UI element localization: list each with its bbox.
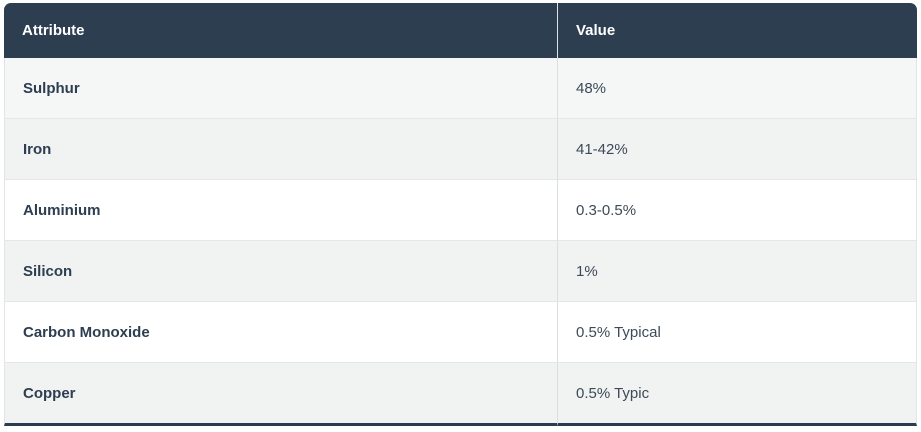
column-header-attribute: Attribute	[4, 3, 557, 58]
attribute-value-table-container: Attribute Value Sulphur 48% Iron 41-42% …	[4, 3, 917, 426]
table-row: Aluminium 0.3-0.5%	[4, 180, 917, 241]
value-cell: 48%	[557, 58, 917, 119]
attribute-cell: Aluminium	[4, 180, 557, 241]
header-row: Attribute Value	[4, 3, 917, 58]
value-cell: 0.5% Typic	[557, 363, 917, 426]
table-row: Carbon Monoxide 0.5% Typical	[4, 302, 917, 363]
attribute-value-table: Attribute Value Sulphur 48% Iron 41-42% …	[4, 3, 917, 426]
value-cell: 0.3-0.5%	[557, 180, 917, 241]
table-row: Iron 41-42%	[4, 119, 917, 180]
table-header: Attribute Value	[4, 3, 917, 58]
table-body: Sulphur 48% Iron 41-42% Aluminium 0.3-0.…	[4, 58, 917, 426]
attribute-cell: Carbon Monoxide	[4, 302, 557, 363]
column-header-value: Value	[557, 3, 917, 58]
attribute-cell: Iron	[4, 119, 557, 180]
attribute-cell: Silicon	[4, 241, 557, 302]
table-row: Sulphur 48%	[4, 58, 917, 119]
attribute-cell: Copper	[4, 363, 557, 426]
table-row: Copper 0.5% Typic	[4, 363, 917, 426]
value-cell: 0.5% Typical	[557, 302, 917, 363]
value-cell: 41-42%	[557, 119, 917, 180]
value-cell: 1%	[557, 241, 917, 302]
attribute-cell: Sulphur	[4, 58, 557, 119]
table-row: Silicon 1%	[4, 241, 917, 302]
